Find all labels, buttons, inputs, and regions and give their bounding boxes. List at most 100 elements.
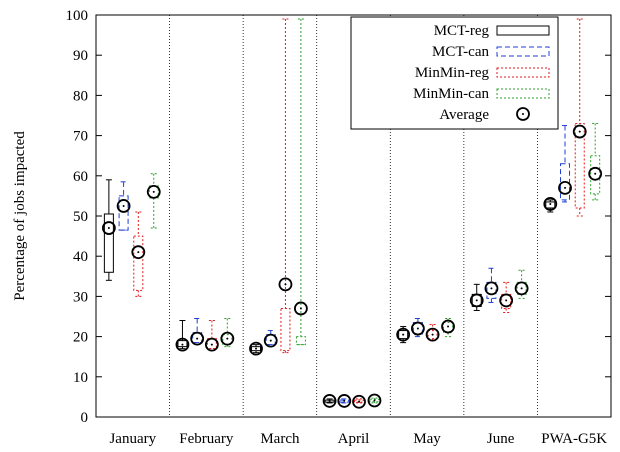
legend-label-average: Average	[439, 107, 489, 123]
average-marker	[116, 199, 131, 213]
average-marker	[101, 221, 116, 235]
average-marker-dot	[402, 333, 405, 336]
x-tick-label: January	[109, 431, 156, 447]
legend-label: MinMin-reg	[415, 65, 490, 81]
y-tick-label: 30	[73, 289, 88, 305]
legend-average-marker	[516, 107, 530, 121]
average-marker	[337, 394, 352, 408]
box-MCT-can	[118, 195, 129, 231]
legend-swatch	[496, 88, 550, 99]
average-marker	[396, 327, 411, 342]
average-marker	[572, 124, 587, 139]
y-tick-label: 70	[73, 129, 88, 145]
average-marker	[410, 321, 425, 336]
average-marker-dot	[564, 186, 567, 189]
average-marker-dot	[210, 343, 213, 346]
average-marker-dot	[269, 339, 272, 342]
box-MinMin-can	[443, 322, 454, 334]
average-marker	[175, 337, 190, 352]
average-marker-dot	[578, 130, 581, 133]
x-axis: January February March April May June PWA-G5K	[109, 431, 607, 447]
average-marker-dot	[107, 227, 110, 230]
box-MCT-reg	[177, 340, 188, 348]
average-marker	[543, 197, 558, 211]
average-marker-dot	[520, 287, 523, 290]
average-marker	[249, 341, 263, 356]
average-marker	[146, 184, 161, 199]
x-tick-label: April	[338, 431, 370, 447]
box-MinMin-reg	[574, 123, 585, 209]
average-marker	[352, 394, 366, 409]
average-marker	[293, 301, 308, 316]
y-axis: 0 10 20 30 40 50 60 70 80 90 100	[66, 8, 611, 426]
average-marker	[425, 327, 440, 342]
average-marker	[322, 394, 337, 408]
average-marker	[263, 333, 278, 348]
average-marker	[588, 166, 603, 181]
average-marker	[131, 245, 146, 260]
average-marker-dot	[328, 399, 331, 402]
box-MinMin-reg	[427, 330, 438, 340]
average-marker-dot	[475, 299, 478, 302]
legend-label: MCT-can	[432, 44, 489, 60]
legend-swatch	[496, 67, 550, 78]
average-marker-dot	[343, 399, 346, 402]
average-marker-dot	[181, 343, 184, 346]
average-marker-dot	[137, 251, 140, 254]
average-marker-dot	[196, 337, 199, 340]
x-tick-label: May	[413, 431, 441, 447]
box-MinMin-can	[295, 336, 306, 346]
x-tick-label: PWA-G5K	[541, 431, 607, 447]
average-marker-dot	[447, 325, 450, 328]
y-tick-label: 40	[73, 249, 88, 265]
box-MinMin-reg	[133, 235, 144, 291]
average-marker-dot	[122, 204, 125, 207]
y-tick-label: 90	[73, 48, 88, 64]
average-marker-dot	[549, 202, 552, 205]
average-marker	[441, 319, 455, 334]
y-tick-label: 20	[73, 330, 88, 346]
average-marker-dot	[431, 333, 434, 336]
box-MinMin-reg	[280, 307, 291, 352]
average-marker-dot	[594, 172, 597, 175]
legend-swatch	[496, 25, 550, 36]
average-marker-dot	[255, 347, 258, 350]
y-tick-label: 50	[73, 209, 88, 225]
box-MinMin-can	[590, 155, 601, 195]
legend-label: MinMin-can	[413, 86, 489, 102]
average-marker	[204, 337, 219, 352]
box-MinMin-reg	[354, 399, 365, 403]
average-marker	[367, 393, 382, 408]
box-MCT-can	[560, 163, 571, 201]
box-MCT-reg	[251, 346, 262, 352]
y-tick-label: 80	[73, 88, 88, 104]
average-marker	[190, 331, 205, 346]
average-marker-dot	[490, 287, 493, 290]
box-MinMin-can	[369, 398, 380, 403]
average-marker-dot	[284, 283, 287, 286]
average-marker-dot	[152, 190, 155, 193]
average-marker-dot	[373, 399, 376, 402]
legend-label: MCT-reg	[434, 23, 490, 39]
y-tick-label: 100	[66, 8, 89, 24]
box-MCT-can	[486, 281, 497, 299]
x-tick-label: June	[487, 431, 515, 447]
legend-average-dot	[522, 113, 524, 115]
average-marker	[469, 293, 484, 308]
x-tick-label: March	[260, 431, 300, 447]
average-marker	[514, 281, 529, 296]
legend-box	[350, 16, 559, 130]
y-tick-label: 0	[81, 410, 89, 426]
x-tick-label: February	[179, 431, 234, 447]
box-MinMin-can	[222, 334, 233, 346]
y-tick-label: 60	[73, 169, 88, 185]
average-marker-dot	[358, 400, 361, 403]
y-tick-label: 10	[73, 370, 88, 386]
average-marker	[499, 293, 514, 308]
box-MCT-reg	[545, 201, 556, 209]
average-marker	[220, 331, 235, 346]
boxes-layer	[101, 18, 603, 409]
average-marker-dot	[505, 299, 508, 302]
y-axis-label: Percentage of jobs impacted	[12, 131, 28, 301]
